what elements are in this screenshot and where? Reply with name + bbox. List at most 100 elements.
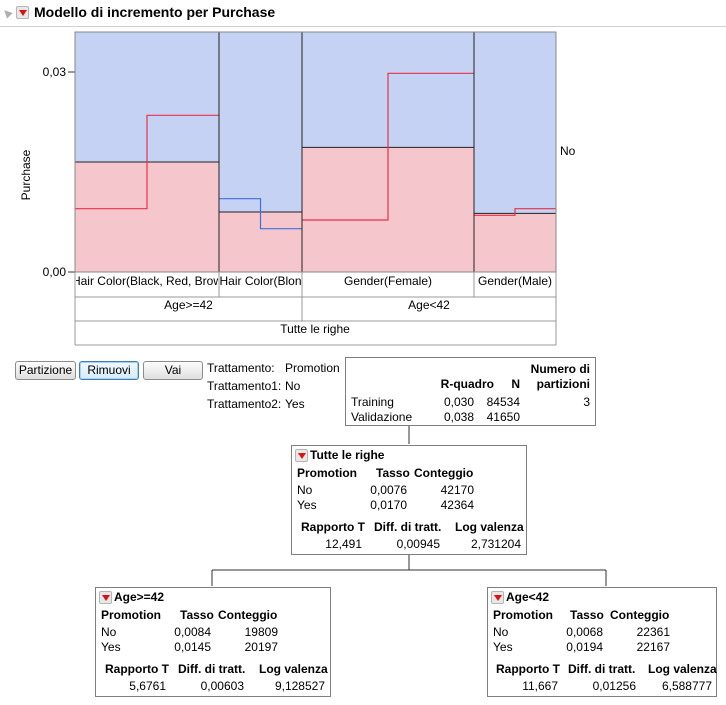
summary-table: Numero di R-quadro N partizioni Training… (345, 357, 596, 426)
row-label: Yes (297, 498, 317, 512)
col-header-t-ratio: Rapporto T (496, 662, 560, 676)
partition-label: Gender(Female) (344, 274, 432, 288)
red-triangle-menu-icon[interactable] (295, 449, 308, 462)
treatment-rate-line (75, 114, 219, 210)
treatment-label: Trattamento: (207, 361, 275, 375)
row-label: No (297, 483, 313, 497)
col-header-diff: Diff. di tratt. (374, 520, 442, 534)
t-ratio-value: 12,491 (325, 537, 362, 551)
treatment-value: Promotion (285, 361, 340, 375)
row-label: Yes (493, 640, 513, 654)
col-header-count: Conteggio (610, 608, 670, 622)
t-ratio-value: 11,667 (522, 679, 558, 693)
red-triangle-menu-icon[interactable] (16, 6, 29, 19)
col-header-logworth: Log valenza (455, 520, 524, 534)
diff-value: 0,00603 (200, 679, 244, 693)
row-label: Yes (101, 640, 121, 654)
col-header-count: Conteggio (414, 466, 474, 480)
report-title-bar: Modello di incremento per Purchase (0, 0, 726, 27)
level3-label: Tutte le righe (280, 322, 350, 336)
col-header-diff: Diff. di tratt. (568, 662, 636, 676)
row-count: 19809 (244, 625, 278, 639)
treatment-rate-line (219, 198, 302, 230)
col-header-rate: Tasso (376, 466, 410, 480)
col-header-t-ratio: Rapporto T (301, 520, 365, 534)
y-tick-label: 0,00 (43, 265, 67, 279)
summary-row-label: Training (351, 395, 394, 409)
right-legend-label: No (560, 144, 576, 158)
y-axis-label: Purchase (19, 149, 33, 200)
row-rate: 0,0170 (370, 498, 407, 512)
col-header-rate: Tasso (570, 608, 604, 622)
node-title: Age>=42 (114, 590, 165, 604)
row-rate: 0,0145 (174, 640, 211, 654)
tree-node-root[interactable]: Tutte le righe Promotion Tasso Conteggio… (291, 445, 527, 555)
yes-area (474, 213, 556, 272)
collapse-disclosure-icon[interactable] (1, 7, 13, 19)
treatment2-value: Yes (285, 397, 305, 411)
level2-label: Age<42 (408, 298, 450, 312)
summary-header-splits: partizioni (536, 377, 590, 391)
partition-label: Hair Color(Blon (219, 274, 301, 288)
row-rate: 0,0084 (174, 625, 211, 639)
partition-button[interactable]: Partizione (15, 361, 76, 380)
col-header-count: Conteggio (218, 608, 278, 622)
go-button[interactable]: Vai (143, 361, 203, 380)
summary-header-rsq: R-quadro (440, 377, 494, 391)
partition-label: Gender(Male) (478, 274, 552, 288)
logworth-value: 2,731204 (470, 537, 521, 551)
report-title: Modello di incremento per Purchase (34, 4, 276, 20)
diff-value: 0,00945 (396, 537, 440, 551)
treatment1-label: Trattamento1: (207, 379, 282, 393)
red-triangle-menu-icon[interactable] (491, 591, 504, 604)
tree-connectors (211, 426, 607, 586)
y-tick-label: 0,03 (43, 65, 67, 79)
summary-row-n: 84534 (486, 395, 520, 409)
treatment-rate-line (302, 72, 474, 221)
treatment-rate-line (474, 208, 556, 216)
summary-row-rsq: 0,038 (443, 410, 474, 424)
col-header-diff: Diff. di tratt. (178, 662, 246, 676)
uplift-chart: Purchase 0,03 0,00 No Hair Color(Black, … (19, 31, 576, 346)
col-header-logworth: Log valenza (648, 662, 717, 676)
row-label: No (101, 625, 117, 639)
logworth-value: 9,128527 (274, 679, 325, 693)
col-header-t-ratio: Rapporto T (105, 662, 169, 676)
partition-label: Hair Color(Black, Red, Brow (72, 274, 222, 288)
summary-row-label: Validazione (351, 410, 413, 424)
logworth-value: 6,588777 (661, 679, 712, 693)
col-header-promotion: Promotion (101, 608, 161, 622)
row-label: No (493, 625, 509, 639)
t-ratio-value: 5,6761 (129, 679, 166, 693)
red-triangle-menu-icon[interactable] (99, 591, 112, 604)
summary-header-splits: Numero di (530, 362, 590, 376)
row-count: 42364 (440, 498, 474, 512)
summary-row-n: 41650 (486, 410, 520, 424)
summary-header-n: N (511, 377, 520, 391)
row-rate: 0,0076 (370, 483, 407, 497)
row-rate: 0,0068 (566, 625, 603, 639)
tree-node-age-ge-42[interactable]: Age>=42 Promotion Tasso Conteggio No 0,0… (95, 587, 331, 697)
node-title: Tutte le righe (310, 448, 385, 462)
row-count: 22167 (636, 640, 670, 654)
no-area (474, 32, 556, 214)
node-title: Age<42 (506, 590, 550, 604)
col-header-promotion: Promotion (297, 466, 357, 480)
row-count: 22361 (636, 625, 670, 639)
plot-frame (74, 31, 557, 273)
tree-node-age-lt-42[interactable]: Age<42 Promotion Tasso Conteggio No 0,00… (487, 587, 717, 697)
level2-label: Age>=42 (164, 298, 213, 312)
summary-row-splits: 3 (583, 395, 590, 409)
row-count: 42170 (440, 483, 474, 497)
summary-row-rsq: 0,030 (443, 395, 474, 409)
treatment2-label: Trattamento2: (207, 397, 282, 411)
col-header-logworth: Log valenza (259, 662, 328, 676)
col-header-promotion: Promotion (493, 608, 553, 622)
treatment1-value: No (285, 379, 301, 393)
row-count: 20197 (244, 640, 278, 654)
remove-button[interactable]: Rimuovi (79, 361, 139, 380)
row-rate: 0,0194 (566, 640, 603, 654)
col-header-rate: Tasso (180, 608, 214, 622)
no-area (219, 32, 302, 212)
diff-value: 0,01256 (592, 679, 636, 693)
